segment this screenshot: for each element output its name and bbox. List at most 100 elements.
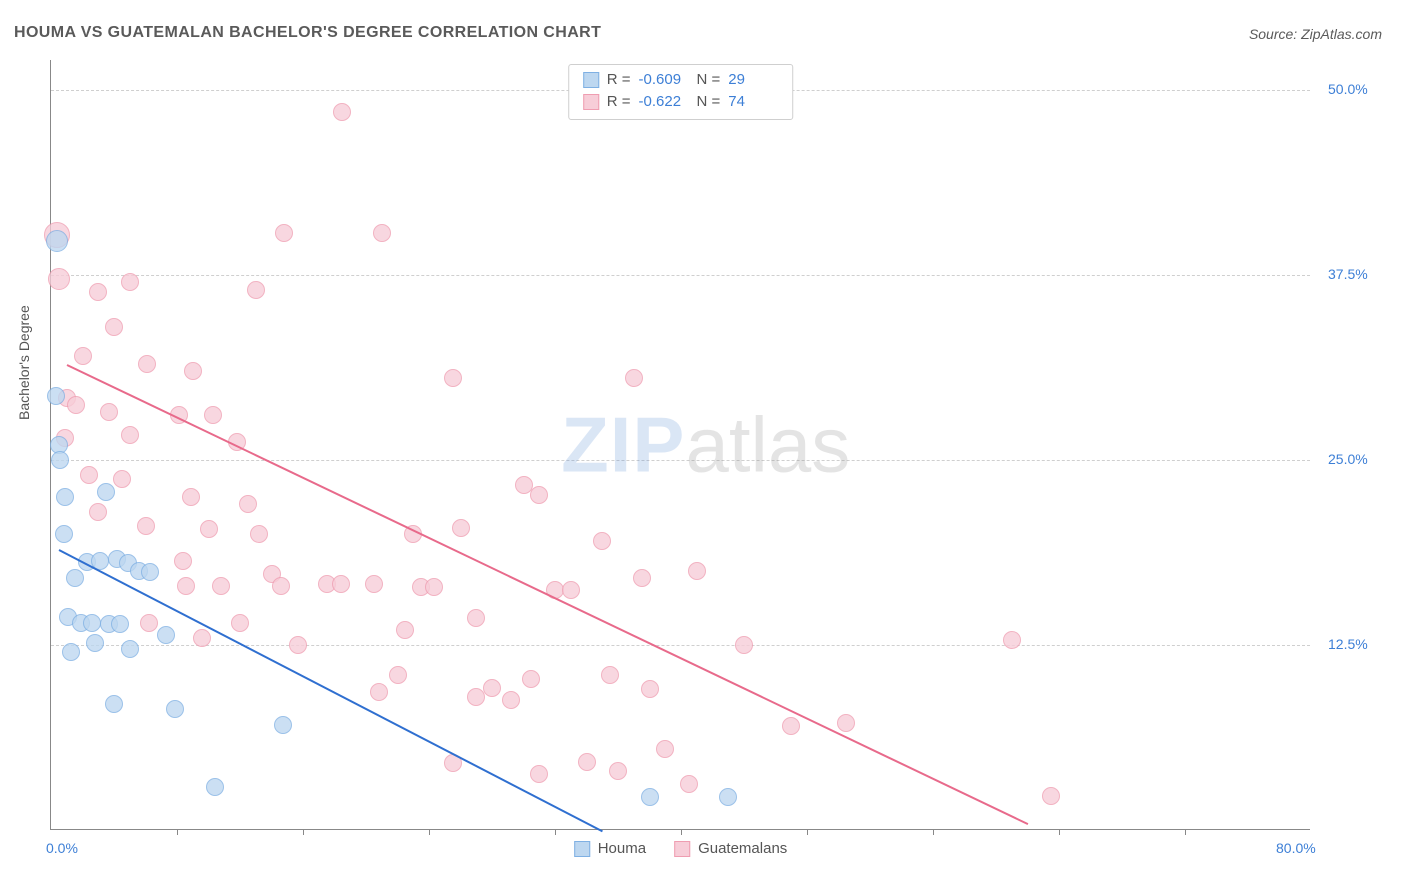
legend-swatch-houma (574, 841, 590, 857)
data-point (396, 621, 414, 639)
data-point (193, 629, 211, 647)
data-point (365, 575, 383, 593)
x-tick (681, 829, 682, 835)
data-point (272, 577, 290, 595)
correlation-legend: R = -0.609 N = 29 R = -0.622 N = 74 (568, 64, 794, 120)
n-value-houma: 29 (728, 69, 778, 91)
y-axis-label: Bachelor's Degree (16, 305, 32, 420)
data-point (1003, 631, 1021, 649)
y-tick-label: 12.5% (1328, 636, 1368, 652)
gridline (51, 460, 1310, 461)
data-point (680, 775, 698, 793)
data-point (121, 640, 139, 658)
chart-title: HOUMA VS GUATEMALAN BACHELOR'S DEGREE CO… (14, 24, 601, 42)
data-point (97, 483, 115, 501)
data-point (633, 569, 651, 587)
data-point (212, 577, 230, 595)
plot-area: ZIPatlas R = -0.609 N = 29 R = -0.622 N … (50, 60, 1310, 830)
data-point (55, 525, 73, 543)
n-label: N = (697, 91, 721, 113)
data-point (1042, 787, 1060, 805)
data-point (656, 740, 674, 758)
data-point (601, 666, 619, 684)
data-point (138, 355, 156, 373)
data-point (67, 396, 85, 414)
data-point (250, 525, 268, 543)
x-tick (177, 829, 178, 835)
data-point (641, 788, 659, 806)
data-point (502, 691, 520, 709)
data-point (47, 387, 65, 405)
legend-swatch-houma (583, 72, 599, 88)
series-legend: Houma Guatemalans (574, 840, 788, 857)
data-point (247, 281, 265, 299)
n-label: N = (697, 69, 721, 91)
y-tick-label: 25.0% (1328, 451, 1368, 467)
data-point (121, 273, 139, 291)
data-point (177, 577, 195, 595)
data-point (289, 636, 307, 654)
x-tick (429, 829, 430, 835)
data-point (735, 636, 753, 654)
data-point (274, 716, 292, 734)
data-point (452, 519, 470, 537)
data-point (688, 562, 706, 580)
x-tick (303, 829, 304, 835)
data-point (483, 679, 501, 697)
data-point (200, 520, 218, 538)
watermark-atlas: atlas (685, 400, 850, 488)
data-point (157, 626, 175, 644)
legend-swatch-guatemalans (674, 841, 690, 857)
data-point (66, 569, 84, 587)
data-point (51, 451, 69, 469)
data-point (121, 426, 139, 444)
data-point (333, 103, 351, 121)
data-point (467, 609, 485, 627)
data-point (373, 224, 391, 242)
chart-container: HOUMA VS GUATEMALAN BACHELOR'S DEGREE CO… (0, 0, 1406, 892)
data-point (105, 318, 123, 336)
x-tick (1185, 829, 1186, 835)
data-point (231, 614, 249, 632)
watermark-zip: ZIP (561, 400, 685, 488)
data-point (444, 369, 462, 387)
x-tick (933, 829, 934, 835)
x-tick (807, 829, 808, 835)
data-point (113, 470, 131, 488)
data-point (137, 517, 155, 535)
x-tick (1059, 829, 1060, 835)
data-point (62, 643, 80, 661)
data-point (206, 778, 224, 796)
x-tick (555, 829, 556, 835)
data-point (89, 283, 107, 301)
data-point (166, 700, 184, 718)
legend-label-guatemalans: Guatemalans (698, 840, 787, 857)
data-point (48, 268, 70, 290)
r-value-guatemalans: -0.622 (639, 91, 689, 113)
r-value-houma: -0.609 (639, 69, 689, 91)
data-point (80, 466, 98, 484)
watermark: ZIPatlas (561, 399, 850, 490)
data-point (625, 369, 643, 387)
legend-row: R = -0.609 N = 29 (583, 69, 779, 91)
data-point (275, 224, 293, 242)
legend-row: R = -0.622 N = 74 (583, 91, 779, 113)
data-point (332, 575, 350, 593)
y-tick-label: 37.5% (1328, 266, 1368, 282)
data-point (562, 581, 580, 599)
data-point (530, 765, 548, 783)
data-point (174, 552, 192, 570)
data-point (56, 488, 74, 506)
data-point (204, 406, 222, 424)
data-point (105, 695, 123, 713)
data-point (389, 666, 407, 684)
legend-item: Houma (574, 840, 646, 857)
data-point (46, 230, 68, 252)
data-point (578, 753, 596, 771)
data-point (100, 403, 118, 421)
data-point (89, 503, 107, 521)
data-point (86, 634, 104, 652)
data-point (83, 614, 101, 632)
data-point (641, 680, 659, 698)
r-label: R = (607, 91, 631, 113)
